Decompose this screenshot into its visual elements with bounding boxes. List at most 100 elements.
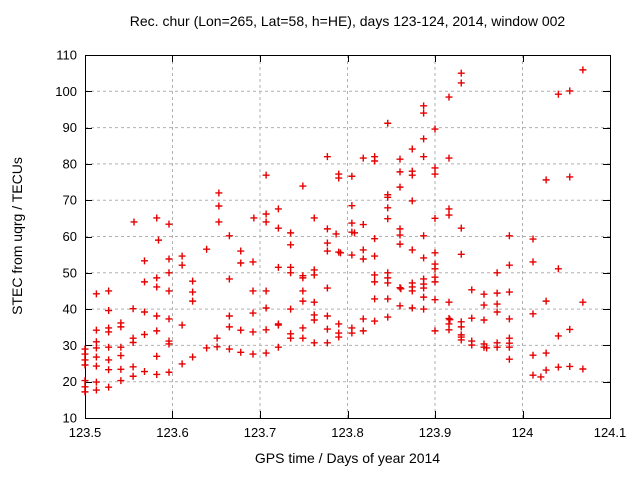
data-point bbox=[189, 297, 197, 305]
data-point bbox=[505, 232, 513, 240]
data-point bbox=[420, 232, 428, 240]
data-point bbox=[165, 255, 173, 263]
data-point bbox=[299, 297, 307, 305]
data-point bbox=[396, 240, 404, 248]
data-point bbox=[420, 109, 428, 117]
data-point bbox=[299, 274, 307, 282]
data-point bbox=[274, 263, 282, 271]
data-point bbox=[420, 284, 428, 292]
data-point bbox=[384, 279, 392, 287]
data-point bbox=[225, 345, 233, 353]
data-point bbox=[249, 328, 257, 336]
data-point bbox=[141, 278, 148, 286]
data-point bbox=[310, 316, 318, 324]
data-point bbox=[396, 231, 404, 239]
data-point bbox=[117, 377, 125, 385]
data-point bbox=[249, 287, 257, 295]
data-point bbox=[431, 265, 439, 273]
data-point bbox=[457, 336, 465, 344]
data-point bbox=[237, 259, 245, 267]
data-point bbox=[446, 316, 454, 324]
data-point bbox=[215, 218, 223, 226]
data-point bbox=[445, 93, 453, 101]
tick-marks bbox=[85, 55, 611, 419]
data-point bbox=[92, 338, 100, 346]
data-point bbox=[371, 157, 379, 165]
data-point bbox=[153, 312, 161, 320]
data-point bbox=[396, 183, 404, 191]
data-point bbox=[384, 313, 392, 321]
data-point bbox=[529, 258, 537, 266]
data-point bbox=[431, 327, 439, 335]
data-point bbox=[287, 334, 295, 342]
data-point bbox=[178, 261, 186, 269]
data-point bbox=[287, 229, 295, 237]
data-point bbox=[480, 301, 488, 309]
data-point bbox=[299, 182, 307, 190]
data-point bbox=[153, 214, 161, 222]
data-point bbox=[493, 289, 501, 297]
data-point bbox=[323, 312, 331, 320]
data-point bbox=[445, 326, 453, 334]
data-point bbox=[396, 284, 404, 292]
data-point bbox=[225, 323, 233, 331]
data-point bbox=[371, 252, 379, 260]
x-tick-label: 124 bbox=[512, 425, 534, 440]
data-point bbox=[153, 352, 161, 360]
data-point bbox=[420, 135, 428, 143]
data-point bbox=[493, 300, 501, 308]
data-point bbox=[310, 339, 318, 347]
data-point bbox=[262, 349, 270, 357]
data-point bbox=[420, 102, 428, 110]
data-point bbox=[141, 308, 148, 316]
data-point bbox=[129, 338, 137, 346]
data-point bbox=[566, 87, 574, 95]
data-point bbox=[141, 331, 148, 339]
data-point bbox=[348, 251, 356, 259]
data-point bbox=[141, 368, 148, 376]
grid-lines bbox=[85, 55, 610, 418]
data-point bbox=[189, 288, 197, 296]
data-point bbox=[384, 295, 392, 303]
data-point bbox=[542, 349, 550, 357]
data-point bbox=[262, 326, 270, 334]
data-point bbox=[505, 261, 513, 269]
data-point bbox=[468, 286, 476, 294]
data-point bbox=[165, 340, 173, 348]
data-point bbox=[431, 278, 439, 286]
data-point bbox=[153, 283, 161, 291]
data-point bbox=[299, 287, 307, 295]
data-point bbox=[554, 332, 562, 340]
data-point bbox=[323, 325, 331, 333]
data-point bbox=[225, 275, 233, 283]
data-point bbox=[165, 287, 173, 295]
y-tick-label: 50 bbox=[63, 265, 77, 280]
data-point bbox=[554, 363, 562, 371]
data-point bbox=[215, 202, 223, 210]
data-point bbox=[566, 362, 574, 370]
data-point bbox=[480, 316, 488, 324]
data-point bbox=[537, 373, 545, 381]
data-point bbox=[287, 269, 295, 277]
data-point bbox=[493, 343, 501, 351]
y-tick-label: 70 bbox=[63, 193, 77, 208]
data-point bbox=[299, 324, 307, 332]
data-point bbox=[92, 353, 100, 361]
data-point bbox=[81, 361, 89, 369]
data-point bbox=[105, 383, 113, 391]
data-point bbox=[445, 298, 453, 306]
x-tick-label: 123.7 bbox=[244, 425, 277, 440]
data-point bbox=[323, 239, 331, 247]
data-point bbox=[262, 171, 270, 179]
data-point bbox=[153, 327, 161, 335]
data-point bbox=[250, 214, 258, 222]
data-point bbox=[359, 255, 367, 263]
data-point bbox=[203, 245, 211, 253]
data-point bbox=[335, 333, 343, 341]
data-point bbox=[431, 164, 439, 172]
y-tick-label: 80 bbox=[63, 156, 77, 171]
y-tick-label: 20 bbox=[63, 374, 77, 389]
data-point bbox=[105, 328, 113, 336]
